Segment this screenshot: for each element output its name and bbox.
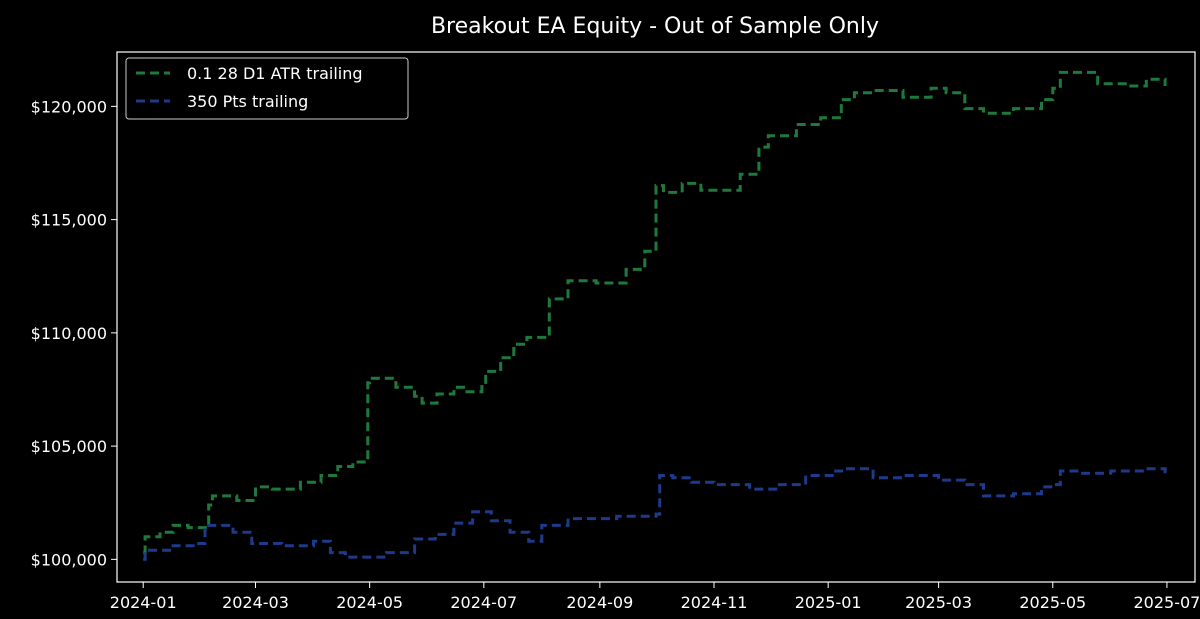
x-tick-label: 2024-11	[681, 593, 748, 612]
legend-box	[125, 57, 409, 120]
series-line-pts-trailing	[143, 467, 1167, 561]
x-tick-label: 2025-01	[795, 593, 862, 612]
x-tick-label: 2025-03	[905, 593, 972, 612]
legend: 0.1 28 D1 ATR trailing 350 Pts trailing	[125, 57, 409, 120]
chart-title: Breakout EA Equity - Out of Sample Only	[431, 14, 879, 39]
legend-label-pts: 350 Pts trailing	[187, 92, 308, 111]
y-tick-label: $110,000	[31, 324, 107, 343]
y-tick-label: $100,000	[31, 550, 107, 569]
x-tick-label: 2024-03	[222, 593, 289, 612]
x-tick-label: 2024-07	[450, 593, 517, 612]
x-tick-label: 2024-09	[566, 593, 633, 612]
x-tick-label: 2024-01	[110, 593, 177, 612]
series-line-atr-trailing	[143, 70, 1167, 555]
y-tick-label: $105,000	[31, 437, 107, 456]
plot-area-frame	[116, 51, 1196, 583]
y-axis: $100,000 $105,000 $110,000 $115,000 $120,000	[31, 97, 117, 569]
y-tick-label: $120,000	[31, 97, 107, 116]
series-layer	[143, 70, 1167, 561]
legend-label-atr: 0.1 28 D1 ATR trailing	[187, 64, 363, 83]
x-tick-label: 2025-05	[1019, 593, 1086, 612]
y-tick-label: $115,000	[31, 211, 107, 230]
x-axis: 2024-01 2024-03 2024-05 2024-07 2024-09 2024-…	[110, 582, 1200, 612]
x-tick-label: 2025-07	[1133, 593, 1200, 612]
x-tick-label: 2024-05	[336, 593, 403, 612]
